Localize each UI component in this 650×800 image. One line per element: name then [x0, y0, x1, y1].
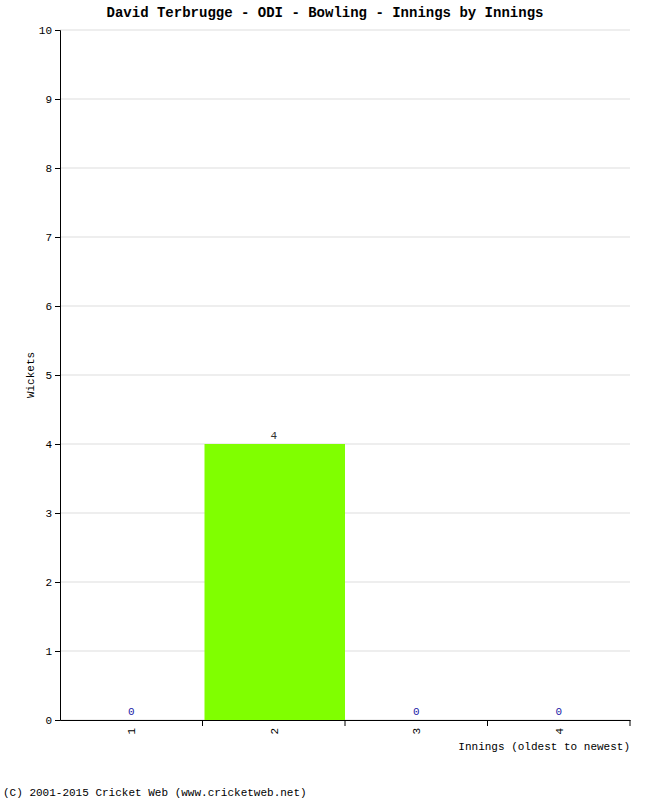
x-tick: 1 — [126, 720, 138, 735]
grid-line — [60, 306, 630, 307]
y-tick: 1 — [45, 646, 60, 658]
band-separator — [202, 720, 203, 726]
y-tick-label: 8 — [45, 163, 52, 175]
y-tick-label: 3 — [45, 508, 52, 520]
y-tick-label: 0 — [45, 715, 52, 727]
y-tick-mark — [55, 99, 60, 100]
band-separators — [203, 720, 631, 726]
y-tick-mark — [55, 375, 60, 376]
band-separator — [345, 720, 346, 726]
chart: 0 4 0 0 0 1 2 3 4 5 6 7 8 9 10 1 2 3 4 David Terbrugge - OD… — [0, 0, 650, 800]
y-tick-label: 7 — [45, 232, 52, 244]
grid — [60, 30, 630, 720]
band-separator — [630, 720, 631, 726]
y-tick: 3 — [45, 508, 60, 520]
x-tick-label: 2 — [269, 728, 281, 735]
band-separator — [487, 720, 488, 726]
y-axis: 0 1 2 3 4 5 6 7 8 9 10 — [39, 25, 61, 727]
y-tick-mark — [55, 237, 60, 238]
x-tick-label: 1 — [126, 728, 138, 735]
y-tick-mark — [55, 168, 60, 169]
grid-line — [60, 99, 630, 100]
y-tick: 2 — [45, 577, 60, 589]
y-tick-mark — [55, 720, 60, 721]
bar — [62, 720, 203, 721]
y-tick: 4 — [45, 439, 60, 451]
y-tick: 9 — [45, 94, 60, 106]
grid-line — [60, 30, 630, 31]
x-axis: 1 2 3 4 — [61, 720, 631, 735]
y-tick: 6 — [45, 301, 60, 313]
y-axis-title: Wickets — [25, 352, 37, 398]
x-tick: 3 — [411, 720, 423, 735]
y-tick-mark — [55, 513, 60, 514]
y-axis-line — [55, 31, 61, 721]
y-tick: 0 — [45, 715, 60, 727]
x-tick-label: 3 — [411, 728, 423, 735]
y-tick: 10 — [39, 25, 60, 37]
y-tick: 7 — [45, 232, 60, 244]
x-tick-label: 4 — [554, 728, 566, 735]
y-tick-mark — [55, 582, 60, 583]
y-tick-label: 10 — [39, 25, 52, 37]
y-tick: 5 — [45, 370, 60, 382]
y-tick-label: 1 — [45, 646, 52, 658]
y-tick-mark — [55, 444, 60, 445]
footer: (C) 2001-2015 Cricket Web (www.cricketwe… — [3, 787, 307, 799]
x-tick: 2 — [269, 720, 281, 735]
bar — [490, 720, 631, 721]
y-tick-label: 4 — [45, 439, 52, 451]
y-tick-mark — [55, 651, 60, 652]
x-axis-title: Innings (oldest to newest) — [458, 741, 630, 753]
y-tick-label: 9 — [45, 94, 52, 106]
data-label: 0 — [555, 706, 562, 718]
y-tick-label: 2 — [45, 577, 52, 589]
plot: 0 4 0 0 0 1 2 3 4 5 6 7 8 9 10 1 2 3 4 — [39, 25, 631, 735]
y-tick-mark — [55, 30, 60, 31]
data-label: 0 — [128, 706, 135, 718]
y-tick-label: 5 — [45, 370, 52, 382]
title: David Terbrugge - ODI - Bowling - Inning… — [107, 5, 544, 21]
grid-line — [60, 375, 630, 376]
bar — [347, 720, 488, 721]
grid-line — [60, 168, 630, 169]
grid-line — [60, 237, 630, 238]
data-label: 0 — [413, 706, 420, 718]
background — [0, 0, 650, 800]
y-tick-label: 6 — [45, 301, 52, 313]
data-labels: 0 4 0 0 — [128, 430, 562, 718]
x-tick: 4 — [554, 720, 566, 735]
bars — [205, 444, 346, 720]
data-label: 4 — [270, 430, 277, 442]
y-tick-mark — [55, 306, 60, 307]
y-tick: 8 — [45, 163, 60, 175]
bar — [205, 444, 346, 720]
